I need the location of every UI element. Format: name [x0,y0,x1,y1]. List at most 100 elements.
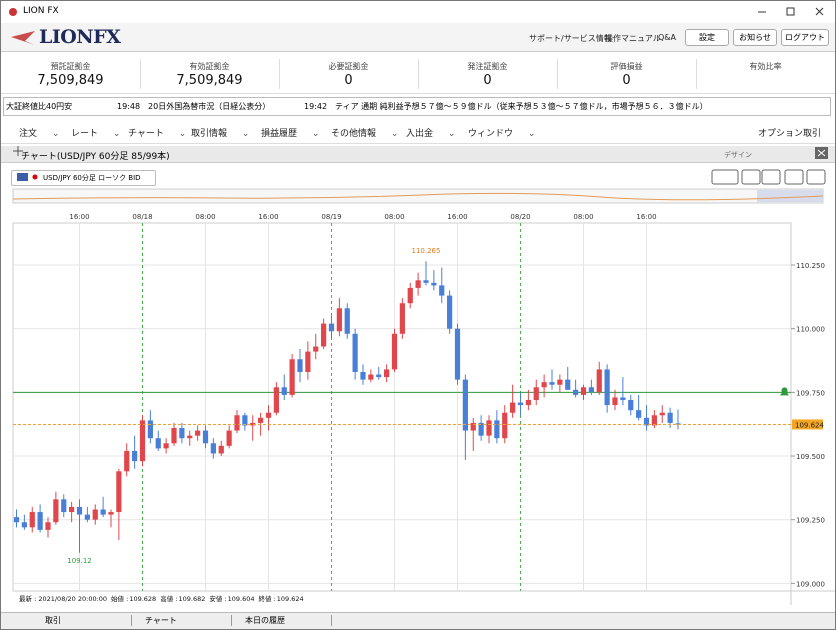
candle-body [305,351,311,372]
candle-body [612,397,618,406]
plot-area [12,222,792,592]
candle-body [423,280,429,283]
menu-item[interactable]: ウィンドウ [468,126,535,139]
news-item[interactable]: 19:48 20日外国為替市況（日経公表分） [117,102,271,111]
candle-body [651,415,657,426]
candle-body [258,417,264,423]
candle-body [313,346,319,352]
candle-body [108,512,114,515]
link[interactable]: 操作マニュアル [605,34,661,43]
tab[interactable]: 取引 [45,615,132,626]
candle-body [163,443,169,449]
candle-body [376,374,382,378]
account-value: 0 [622,73,631,88]
candle-body [218,445,224,454]
button[interactable]: 設定 [685,29,729,46]
candle-body [45,522,51,530]
candle-body [517,402,524,406]
candle-body [13,517,20,523]
toolbar-icons [711,169,826,185]
candle-body [100,509,106,515]
separator [696,59,697,89]
candle-body [76,506,83,515]
candle-body [92,509,98,520]
x-tick-label: 16:00 [447,213,467,221]
menu-item[interactable]: オプション取引 [758,126,835,139]
candle-body [116,471,122,513]
account-label: 預託証拠金 [50,62,91,71]
candle-body [391,333,398,370]
candle-body [565,379,571,390]
y-tick-label: 109.000 [796,580,825,588]
link[interactable]: Q&A [658,33,677,42]
menu-item[interactable]: 入出金 [406,126,455,139]
candle-body [620,397,626,400]
title-bar [1,1,835,23]
x-tick-label: 08:00 [573,213,593,221]
menu-item[interactable]: その他情報 [331,126,398,139]
menu-bar [1,119,835,144]
menu-item[interactable]: レート [71,126,120,139]
separator [418,59,419,89]
tab-bar [1,612,835,629]
candle-body [147,420,153,439]
candle-body [273,387,279,413]
caption-value: 109.604 [228,595,255,603]
overview-window[interactable] [757,190,823,202]
symbol-select[interactable] [11,170,156,186]
candle-body [675,423,681,425]
candle-body [454,328,461,380]
candle-body [628,399,634,411]
symbol-label: USD/JPY 60分足 ローソク BID [43,174,141,182]
x-tick-label: 08:00 [195,213,215,221]
separator [279,59,280,89]
menu-item[interactable]: チャート [128,126,186,139]
news-item: 大証終値比40円安 [6,102,73,111]
x-tick-label: 16:00 [69,213,89,221]
tab[interactable]: チャート [145,615,232,626]
news-item[interactable]: 19:42 ティア 通期 純利益予想５７億～５９億ドル（従来予想５３億～５７億ド… [304,102,708,111]
price-tag [792,419,823,430]
x-tick-label: 08:00 [384,213,404,221]
caption-value: 109.624 [277,595,304,603]
candle-body [336,308,342,332]
candle-body [596,369,602,393]
candle-body [368,374,374,380]
candle-body [187,435,193,439]
y-tick-label: 110.250 [796,262,825,270]
candle-body [415,280,421,288]
candle-body [478,422,484,436]
candle-body [447,295,453,329]
menu-item[interactable]: 注文 [19,126,59,139]
design-button[interactable]: デザイン [724,151,752,159]
candle-body [328,323,335,332]
account-label: 発注証拠金 [467,62,508,71]
caption-value: 109.628 [129,595,156,603]
menu-item[interactable]: 取引情報 [191,126,249,139]
candle-body [659,412,665,416]
panel-title: チャート(USD/JPY 60分足 85/99本) [21,152,170,162]
candle-body [226,430,232,446]
candle-body [265,412,272,418]
x-tick-label: 16:00 [258,213,278,221]
menu-item[interactable]: 損益履歴 [261,126,319,139]
candle-body [321,323,327,347]
candle-body [588,387,594,393]
news-bar [3,97,831,116]
button[interactable]: お知らせ [733,29,777,46]
link[interactable]: サポート/サービス情報 [529,34,612,43]
account-value: 7,509,849 [176,73,243,88]
candle-body [557,379,563,385]
candle-body [431,282,437,286]
button[interactable]: ログアウト [781,29,829,46]
candle-body [297,359,303,372]
tab[interactable]: 本日の履歴 [245,615,332,626]
candle-body [636,410,642,418]
candle-body [643,417,650,426]
low-annotation: 109.12 [67,557,92,565]
caption-label: 安値 : [209,594,226,603]
high-annotation: 110.265 [412,247,441,255]
candle-body [37,512,43,530]
